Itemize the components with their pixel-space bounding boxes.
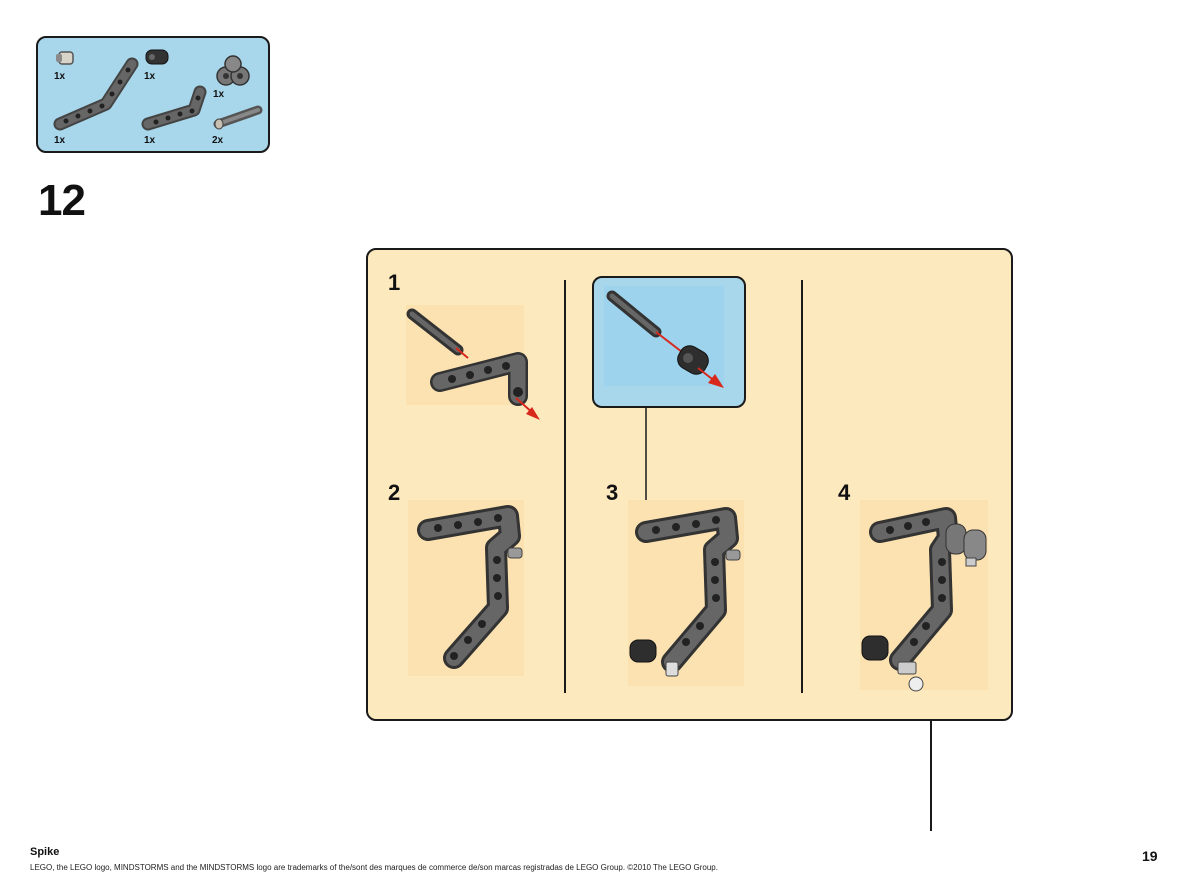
substep-number-1: 1: [388, 270, 401, 295]
qty-bushing: 1x: [144, 71, 156, 82]
qty-l-beam: 1x: [144, 135, 156, 146]
axle-pin-icon: [213, 105, 263, 130]
model-name: Spike: [30, 846, 60, 858]
step-number: 12: [38, 176, 86, 225]
angled-beam-icon: [53, 57, 139, 131]
substep-number-4: 4: [838, 480, 851, 505]
qty-axle-connector: 1x: [54, 71, 66, 82]
substep-number-3: 3: [606, 480, 619, 505]
page-number: 19: [1142, 848, 1158, 864]
substep-4-illustration: [861, 507, 987, 692]
page-connector-line: [930, 721, 932, 831]
l-beam-icon: [141, 85, 207, 131]
legal-notice: LEGO, the LEGO logo, MINDSTORMS and the …: [30, 863, 718, 872]
parts-list-box: 1x 1x 1x 1x 1x 2x: [36, 36, 270, 153]
qty-axle-pin: 2x: [212, 135, 224, 146]
column-divider-1: [564, 280, 566, 693]
bushing-dark-icon: [145, 49, 169, 65]
qty-double-cross-block: 1x: [213, 89, 225, 100]
qty-angled-beam: 1x: [54, 135, 66, 146]
double-cross-block-icon: [216, 55, 250, 86]
axle-connector-light-icon: [56, 51, 74, 65]
substep-2-illustration: [417, 505, 523, 669]
substep-3-illustration: [629, 507, 741, 677]
substep-number-2: 2: [388, 480, 401, 505]
callout-illustration: [606, 290, 724, 388]
substep-1-illustration: [406, 308, 540, 420]
column-divider-2: [801, 280, 803, 693]
